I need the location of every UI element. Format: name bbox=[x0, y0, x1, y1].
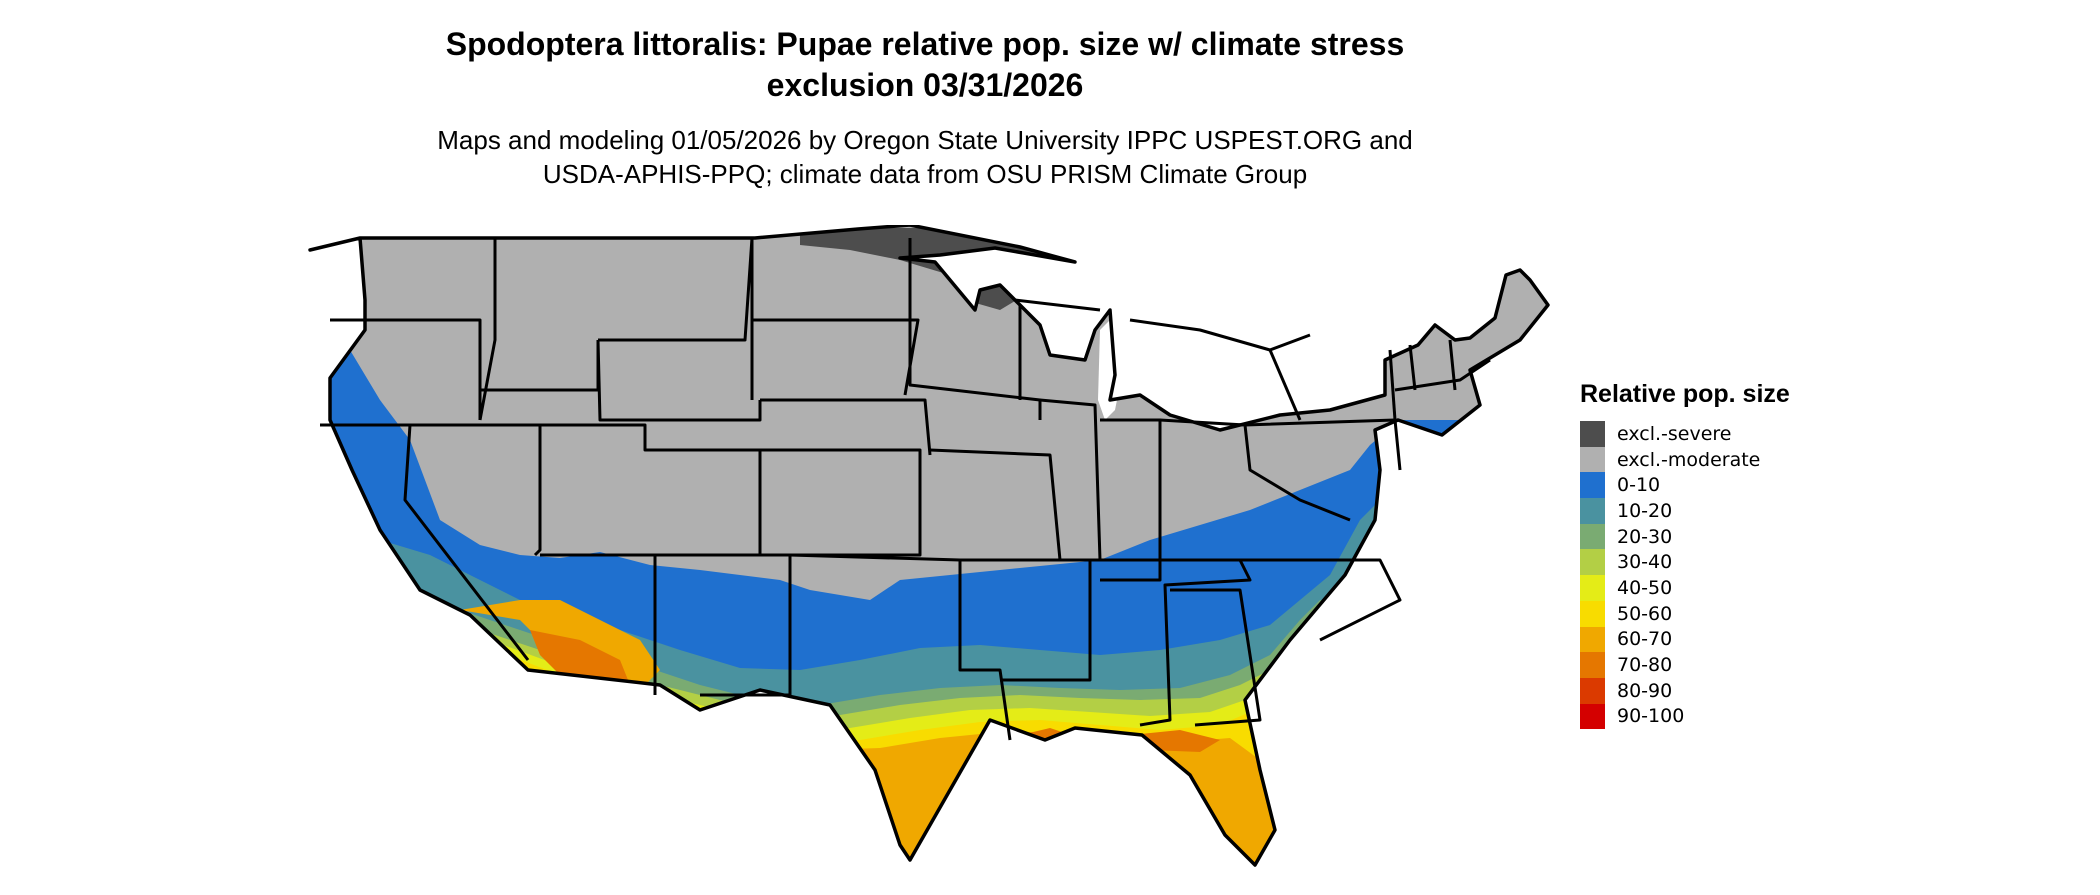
border-tn-ms-al bbox=[1090, 558, 1252, 727]
legend-item: 70-80 bbox=[1580, 652, 1790, 678]
legend-label: excl.-moderate bbox=[1617, 448, 1761, 471]
legend-swatch bbox=[1580, 652, 1605, 678]
legend-item: 50-60 bbox=[1580, 600, 1790, 627]
legend-swatch bbox=[1580, 600, 1605, 627]
border-ut-co bbox=[540, 423, 762, 555]
border-al-ga bbox=[1170, 588, 1262, 727]
legend-item: 60-70 bbox=[1580, 626, 1790, 653]
legend-item: 40-50 bbox=[1580, 575, 1790, 601]
legend-swatch bbox=[1580, 677, 1605, 704]
legend-item: 0-10 bbox=[1580, 472, 1790, 499]
us-outline bbox=[308, 225, 1550, 867]
border-mt-wy bbox=[598, 237, 754, 342]
border-wi-mi bbox=[1014, 298, 1101, 312]
title-line-1: Spodoptera littoralis: Pupae relative po… bbox=[445, 26, 1405, 62]
legend: Relative pop. size excl.-severe excl.-mo… bbox=[1580, 380, 1790, 730]
legend-swatch bbox=[1580, 498, 1605, 524]
border-vt-nh bbox=[1448, 339, 1457, 391]
title-line-2: exclusion 03/31/2026 bbox=[766, 67, 1084, 103]
border-ny-pa bbox=[1268, 349, 1302, 421]
border-ca-nv bbox=[320, 423, 530, 661]
legend-label: 0-10 bbox=[1617, 474, 1661, 497]
legend-label: excl.-severe bbox=[1617, 422, 1732, 445]
legend-swatch bbox=[1580, 575, 1605, 601]
border-new-england bbox=[1394, 358, 1491, 392]
map-title: Spodoptera littoralis: Pupae relative po… bbox=[0, 24, 1850, 106]
border-in bbox=[1100, 418, 1162, 582]
border-ar bbox=[960, 558, 1092, 682]
border-id-wy bbox=[478, 320, 600, 392]
legend-swatch bbox=[1580, 626, 1605, 653]
map-subtitle: Maps and modeling 01/05/2026 by Oregon S… bbox=[0, 123, 1850, 191]
border-mi bbox=[1129, 318, 1311, 352]
subtitle-line-1: Maps and modeling 01/05/2026 by Oregon S… bbox=[437, 125, 1413, 155]
legend-label: 60-70 bbox=[1617, 628, 1673, 651]
legend-swatch bbox=[1580, 472, 1605, 499]
legend-swatch bbox=[1580, 549, 1605, 576]
legend-label: 40-50 bbox=[1617, 576, 1673, 599]
legend-label: 30-40 bbox=[1617, 551, 1673, 574]
legend-item: 90-100 bbox=[1580, 703, 1790, 730]
subtitle-line-2: USDA-APHIS-PPQ; climate data from OSU PR… bbox=[542, 159, 1308, 189]
border-ny-ne bbox=[1388, 349, 1397, 421]
south-florida bbox=[1210, 795, 1255, 860]
border-nv-ut bbox=[410, 423, 542, 557]
legend-swatch bbox=[1580, 446, 1605, 473]
border-id bbox=[478, 238, 497, 421]
legend-item: 80-90 bbox=[1580, 677, 1790, 704]
border-oh-wv bbox=[1159, 418, 1351, 522]
legend-swatch bbox=[1580, 421, 1605, 447]
state-borders bbox=[320, 237, 1491, 741]
legend-item: 20-30 bbox=[1580, 523, 1790, 550]
legend-label: 80-90 bbox=[1617, 679, 1673, 702]
legend-label: 10-20 bbox=[1617, 499, 1673, 522]
border-nm-tx bbox=[655, 553, 792, 697]
border-ny-vt bbox=[1408, 344, 1417, 391]
legend-item: 30-40 bbox=[1580, 549, 1790, 576]
border-il bbox=[1039, 398, 1102, 561]
legend-item: 10-20 bbox=[1580, 498, 1790, 524]
legend-label: 70-80 bbox=[1617, 654, 1673, 677]
legend-swatch bbox=[1580, 523, 1605, 550]
border-ok-tx-ar bbox=[789, 553, 1012, 741]
legend-item: excl.-severe bbox=[1580, 421, 1790, 447]
legend-swatch bbox=[1580, 703, 1605, 730]
legend-label: 90-100 bbox=[1617, 705, 1685, 728]
border-ne bbox=[760, 398, 932, 456]
legend-label: 20-30 bbox=[1617, 525, 1673, 548]
legend-item: excl.-moderate bbox=[1580, 446, 1790, 473]
legend-title: Relative pop. size bbox=[1580, 380, 1790, 408]
border-nc bbox=[1240, 558, 1402, 642]
border-mn-ia bbox=[908, 238, 1042, 420]
us-map bbox=[308, 225, 1550, 867]
arizona-core bbox=[530, 630, 630, 690]
legend-label: 50-60 bbox=[1617, 602, 1673, 625]
